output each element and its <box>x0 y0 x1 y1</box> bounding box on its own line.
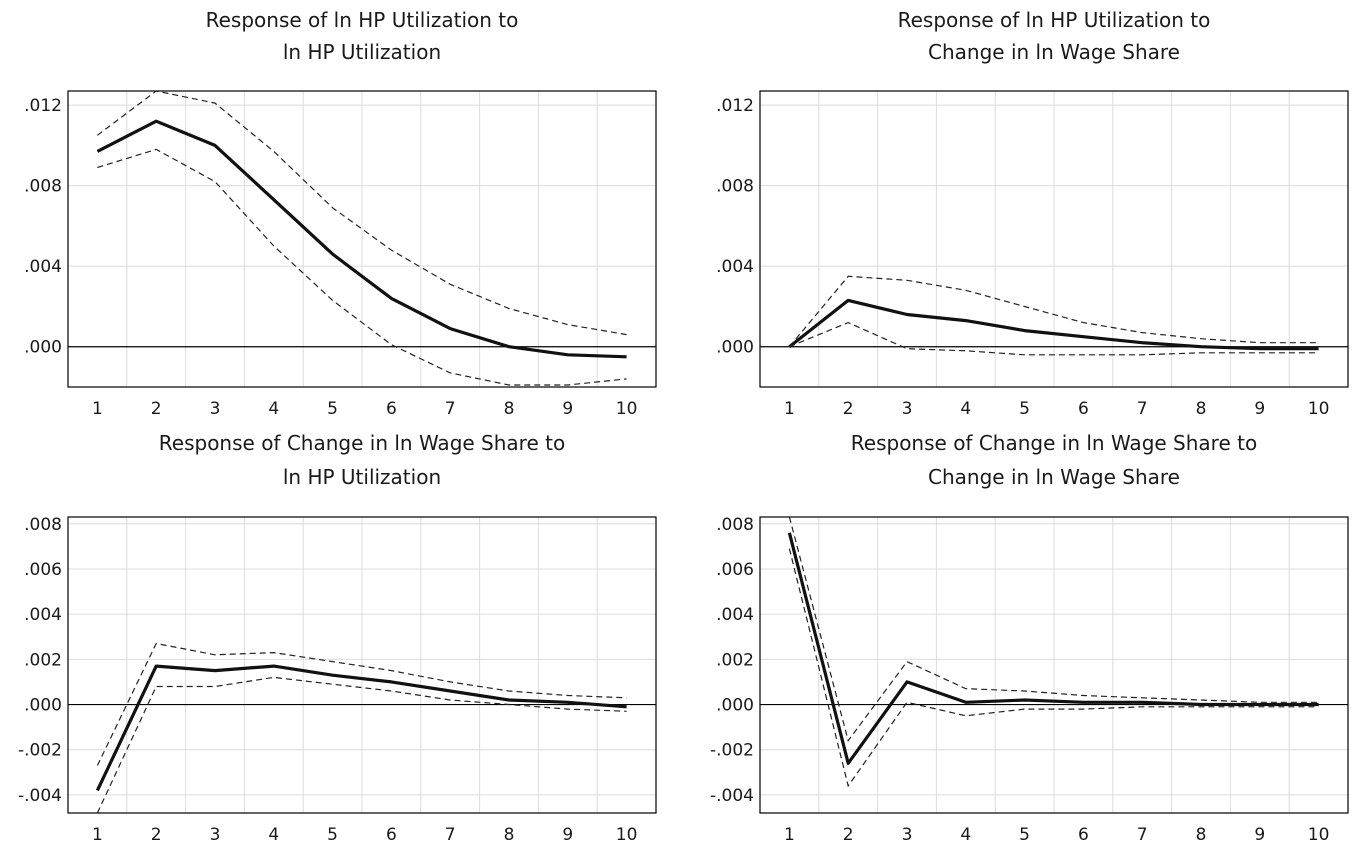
panel-title-line-2: Change in ln Wage Share <box>928 40 1180 64</box>
y-tick-label: -.004 <box>710 786 754 806</box>
x-tick-label: 2 <box>843 825 854 845</box>
x-tick-label: 9 <box>1254 399 1265 419</box>
x-tick-label: 9 <box>1254 825 1265 845</box>
x-tick-label: 4 <box>268 825 279 845</box>
irf-panel-3: Response of Change in ln Wage Share to ln… <box>18 431 657 845</box>
x-tick-label: 4 <box>960 825 971 845</box>
x-tick-label: 7 <box>445 399 456 419</box>
y-tick-label: -.002 <box>18 741 62 761</box>
y-tick-label: .008 <box>24 177 62 197</box>
x-tick-label: 6 <box>386 399 397 419</box>
x-tick-label: 1 <box>784 825 795 845</box>
x-tick-label: 5 <box>327 399 338 419</box>
y-tick-label: .006 <box>716 560 754 580</box>
x-tick-label: 10 <box>1308 825 1330 845</box>
y-tick-label: .000 <box>24 338 62 358</box>
panel-title-line-1: Response of Change in ln Wage Share to <box>159 431 565 455</box>
x-tick-label: 8 <box>504 399 515 419</box>
impulse-response-line <box>788 298 1319 351</box>
x-tick-label: 9 <box>562 399 573 419</box>
x-tick-label: 2 <box>151 399 162 419</box>
x-tick-label: 1 <box>784 399 795 419</box>
y-tick-label: .004 <box>24 257 62 277</box>
x-tick-label: 6 <box>1078 825 1089 845</box>
confidence-band-lower <box>789 321 1319 356</box>
confidence-band-lower <box>97 148 627 386</box>
x-tick-label: 3 <box>902 825 913 845</box>
confidence-band-upper <box>788 275 1319 348</box>
panel-title-line-1: Response of ln HP Utilization to <box>206 8 519 32</box>
x-tick-label: 10 <box>1308 399 1330 419</box>
x-tick-label: 10 <box>616 399 638 419</box>
y-tick-label: .008 <box>716 515 754 535</box>
x-tick-label: 8 <box>504 825 515 845</box>
irf-panel-2: Response of ln HP Utilization to Change i… <box>716 8 1349 419</box>
x-tick-label: 7 <box>1137 399 1148 419</box>
panel-title-line-2: ln HP Utilization <box>283 40 441 64</box>
y-tick-label: .002 <box>24 650 62 670</box>
x-tick-label: 8 <box>1196 399 1207 419</box>
x-tick-label: 6 <box>1078 399 1089 419</box>
impulse-response-line <box>95 664 627 792</box>
confidence-band-lower <box>788 548 1319 788</box>
irf-panel-4: Response of Change in ln Wage Share to Ch… <box>710 431 1349 845</box>
x-tick-label: 4 <box>268 399 279 419</box>
y-tick-label: .004 <box>24 605 62 625</box>
y-tick-label: .000 <box>24 696 62 716</box>
x-tick-label: 7 <box>445 825 456 845</box>
x-tick-label: 9 <box>562 825 573 845</box>
x-tick-label: 6 <box>386 825 397 845</box>
y-tick-label: .006 <box>24 560 62 580</box>
x-tick-label: 7 <box>1137 825 1148 845</box>
y-tick-label: -.004 <box>18 786 62 806</box>
x-tick-label: 1 <box>92 825 103 845</box>
y-tick-label: .012 <box>716 96 754 116</box>
x-tick-label: 10 <box>616 825 638 845</box>
x-tick-label: 5 <box>327 825 338 845</box>
x-tick-label: 4 <box>960 399 971 419</box>
x-tick-label: 2 <box>151 825 162 845</box>
plot-frame <box>67 516 657 814</box>
y-tick-label: .000 <box>716 338 754 358</box>
x-tick-label: 1 <box>92 399 103 419</box>
y-tick-label: -.002 <box>710 741 754 761</box>
x-tick-label: 2 <box>843 399 854 419</box>
y-tick-label: .004 <box>716 605 754 625</box>
y-tick-label: .002 <box>716 650 754 670</box>
x-tick-label: 5 <box>1019 825 1030 845</box>
x-tick-label: 3 <box>902 399 913 419</box>
x-tick-label: 3 <box>210 399 221 419</box>
x-tick-label: 5 <box>1019 399 1030 419</box>
panel-title-line-1: Response of ln HP Utilization to <box>898 8 1211 32</box>
confidence-band-upper <box>96 642 627 766</box>
impulse-response-line <box>787 532 1319 765</box>
y-tick-label: .012 <box>24 96 62 116</box>
plot-frame <box>67 90 657 388</box>
panel-title-line-2: ln HP Utilization <box>283 465 441 489</box>
x-tick-label: 8 <box>1196 825 1207 845</box>
y-tick-label: .004 <box>716 257 754 277</box>
confidence-band-upper <box>788 516 1319 743</box>
confidence-band-upper <box>97 90 627 336</box>
confidence-band-lower <box>96 676 627 814</box>
x-tick-label: 3 <box>210 825 221 845</box>
y-tick-label: .008 <box>716 177 754 197</box>
irf-panel-1: Response of ln HP Utilization to ln HP Ut… <box>24 8 657 419</box>
plot-frame <box>759 516 1349 814</box>
y-tick-label: .000 <box>716 696 754 716</box>
plot-frame <box>759 90 1349 388</box>
panel-title-line-1: Response of Change in ln Wage Share to <box>851 431 1257 455</box>
impulse-response-line <box>96 119 627 359</box>
y-tick-label: .008 <box>24 515 62 535</box>
panel-title-line-2: Change in ln Wage Share <box>928 465 1180 489</box>
